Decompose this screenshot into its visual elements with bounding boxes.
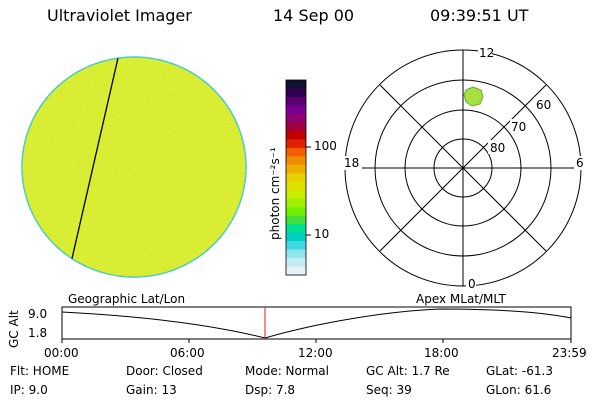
colorbar-cell (286, 130, 306, 140)
colorbar-cell (286, 105, 306, 115)
colorbar-cell (286, 241, 306, 251)
colorbar-cell (286, 249, 306, 259)
polar-labels: 12 18 6 0 60 70 80 (344, 46, 584, 291)
colorbar-cell (286, 207, 306, 217)
geographic-latitude: GLat: -61.3 (486, 364, 553, 378)
mlt-label-18: 18 (344, 156, 359, 170)
instrument-title: Ultraviolet Imager (47, 6, 192, 25)
meridian-diagonal (379, 84, 547, 252)
altitude-curve (61, 308, 572, 339)
colorbar-cell (286, 173, 306, 183)
colorbar-cell (286, 156, 306, 166)
colorbar-cell (286, 266, 306, 276)
mlt-label-12: 12 (479, 46, 494, 60)
colorbar-cell (286, 88, 306, 98)
x-tick-label: 00:00 (44, 346, 79, 360)
status-info: Flt: HOME Door: Closed Mode: Normal GC A… (10, 364, 553, 397)
gc-alt-axis-title: GC Alt (7, 310, 21, 348)
geographic-lat-lon-label: Geographic Lat/Lon (68, 292, 185, 306)
flight-status: Flt: HOME (10, 364, 69, 378)
gain-value: Gain: 13 (126, 383, 177, 397)
colorbar-cell (286, 113, 306, 123)
mlt-label-0: 0 (468, 277, 476, 291)
colorbar-cell (286, 224, 306, 234)
observation-time: 09:39:51 UT (430, 6, 529, 25)
colorbar-cell (286, 147, 306, 157)
x-tick-label: 23:59 (552, 346, 587, 360)
uv-earth-image (21, 56, 247, 278)
color-scale-bar: 100 10 photon cm⁻²s⁻¹ (268, 79, 337, 276)
terminator-line (67, 57, 119, 277)
polar-mlt-plot (344, 49, 582, 287)
disk-texture (22, 57, 246, 277)
colorbar-cell (286, 122, 306, 132)
geographic-longitude: GLon: 61.6 (486, 383, 551, 397)
lat-label-80: 80 (490, 141, 505, 155)
dsp-value: Dsp: 7.8 (245, 383, 295, 397)
observation-date: 14 Sep 00 (273, 6, 355, 25)
colorbar-tick-label: 10 (314, 227, 329, 241)
x-tick-label: 06:00 (170, 346, 205, 360)
timeline-frame (61, 306, 572, 340)
colorbar-cell (286, 232, 306, 242)
apex-mlat-mlt-label: Apex MLat/MLT (416, 292, 506, 306)
colorbar-frame (285, 79, 307, 276)
mlt-label-6: 6 (576, 156, 584, 170)
x-tick-label: 18:00 (424, 346, 459, 360)
x-tick-label: 12:00 (298, 346, 333, 360)
colorbar-cell (286, 96, 306, 107)
auroral-emission-patch (463, 86, 484, 107)
colorbar-cell (286, 190, 306, 200)
colorbar-cell (286, 80, 306, 90)
colorbar-cell (286, 258, 306, 268)
y-tick-label: 9.0 (28, 307, 47, 321)
colorbar-tick-label: 100 (314, 139, 337, 153)
colorbar-unit-label: photon cm⁻²s⁻¹ (268, 147, 282, 240)
colorbar-cell (286, 215, 306, 225)
colorbar-cell (286, 181, 306, 191)
colorbar-cell (286, 164, 306, 174)
ip-value: IP: 9.0 (10, 383, 48, 397)
gc-altitude: GC Alt: 1.7 Re (366, 364, 450, 378)
y-tick-label: 1.8 (28, 326, 47, 340)
lat-label-70: 70 (511, 120, 526, 134)
mode-status: Mode: Normal (245, 364, 329, 378)
sequence-number: Seq: 39 (366, 383, 412, 397)
door-status: Door: Closed (126, 364, 203, 378)
lat-label-60: 60 (536, 98, 551, 112)
altitude-timeline: Geographic Lat/Lon Apex MLat/MLT GC Alt … (7, 292, 587, 360)
colorbar-cell (286, 198, 306, 208)
colorbar-cell (286, 139, 306, 149)
